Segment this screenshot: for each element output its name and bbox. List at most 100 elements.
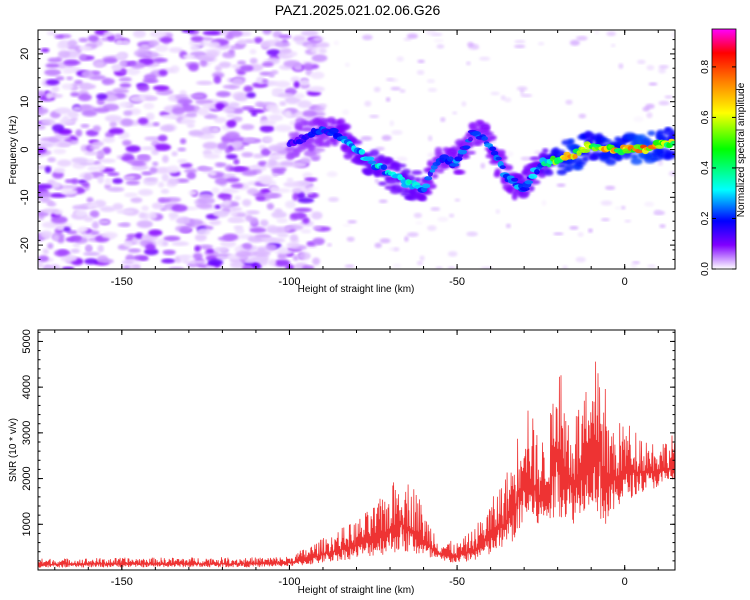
noise-cell — [80, 144, 88, 152]
noise-cell — [297, 100, 312, 109]
noise-cell — [56, 225, 64, 230]
noise-cell — [277, 232, 289, 238]
noise-cell — [243, 85, 254, 93]
ridge-core-cell — [367, 160, 377, 165]
noise-cell — [242, 243, 252, 250]
noise-cell — [53, 167, 66, 174]
x-tick-label: -50 — [449, 576, 465, 588]
noise-cell — [151, 202, 165, 210]
noise-cell — [419, 255, 425, 261]
y-tick-label: 1000 — [21, 512, 33, 536]
noise-cell — [57, 249, 69, 256]
noise-cell — [215, 162, 227, 168]
y-tick-label: 10 — [19, 96, 31, 108]
noise-cell — [562, 265, 568, 269]
noise-cell — [214, 247, 228, 252]
ridge-core-cell — [481, 136, 488, 141]
noise-cell — [311, 156, 320, 161]
noise-cell — [112, 64, 122, 72]
noise-cell — [208, 171, 217, 177]
noise-cell — [143, 73, 157, 82]
noise-cell — [342, 109, 350, 115]
noise-cell — [81, 70, 94, 79]
noise-cell — [658, 65, 669, 69]
y-tick-label: 0 — [19, 146, 31, 152]
noise-cell — [119, 68, 127, 75]
noise-cell — [261, 62, 274, 67]
noise-cell — [141, 205, 149, 212]
noise-cell — [624, 219, 632, 223]
noise-cell — [199, 59, 208, 67]
noise-cell — [262, 79, 269, 84]
noise-cell — [38, 107, 49, 115]
noise-cell — [406, 232, 419, 238]
ridge-halo-cell — [339, 123, 351, 131]
noise-cell — [271, 167, 287, 173]
noise-cell — [234, 195, 241, 201]
noise-cell — [268, 72, 275, 78]
noise-cell — [155, 89, 174, 96]
noise-cell — [45, 63, 60, 68]
noise-cell — [196, 166, 214, 171]
noise-cell — [213, 210, 229, 218]
noise-cell — [57, 159, 72, 167]
noise-cell — [259, 188, 273, 193]
noise-cell — [279, 101, 287, 106]
noise-cell — [225, 131, 241, 140]
noise-cell — [346, 236, 355, 242]
noise-cell — [96, 255, 109, 264]
noise-cell — [260, 148, 271, 157]
ridge-halo-cell — [564, 163, 575, 171]
spectrogram-ridge-layer — [285, 116, 675, 202]
noise-cell — [215, 255, 227, 261]
noise-cell — [406, 33, 419, 39]
noise-cell — [78, 37, 89, 43]
noise-cell — [42, 265, 54, 269]
noise-cell — [185, 111, 198, 118]
noise-cell — [225, 154, 238, 160]
noise-cell — [40, 118, 56, 126]
noise-cell — [283, 181, 302, 188]
snr-x-label: Height of straight line (km) — [298, 585, 415, 596]
ridge-core-cell — [380, 164, 388, 171]
ridge-core-cell — [499, 165, 506, 170]
noise-cell — [71, 157, 89, 164]
noise-cell — [159, 37, 174, 43]
noise-cell — [268, 114, 284, 122]
noise-cell — [454, 198, 461, 202]
noise-cell — [67, 110, 79, 119]
noise-cell — [228, 49, 235, 55]
noise-cell — [144, 136, 162, 141]
noise-cell — [184, 168, 198, 174]
ridge-core-cell — [462, 145, 471, 149]
noise-cell — [102, 137, 115, 143]
noise-cell — [47, 202, 57, 207]
noise-cell — [216, 91, 231, 98]
noise-cell — [124, 192, 138, 198]
noise-cell — [227, 145, 235, 151]
noise-cell — [495, 209, 500, 214]
ridge-core-cell — [534, 169, 540, 175]
ridge-halo-cell — [394, 166, 402, 172]
noise-cell — [260, 40, 271, 49]
noise-cell — [232, 140, 243, 149]
noise-cell — [259, 125, 275, 133]
noise-cell — [176, 216, 190, 225]
noise-cell — [480, 162, 486, 169]
noise-cell — [247, 188, 259, 196]
snr-y-label: SNR (10 * v/v) — [8, 418, 19, 482]
noise-cell — [93, 107, 110, 113]
ridge-halo-cell — [369, 149, 380, 157]
noise-cell — [247, 235, 265, 243]
noise-cell — [278, 246, 288, 254]
noise-cell — [274, 124, 293, 132]
noise-cell — [416, 260, 423, 266]
noise-cell — [104, 115, 122, 122]
noise-cell — [116, 209, 134, 214]
noise-cell — [220, 239, 237, 248]
noise-cell — [229, 166, 246, 172]
ridge-halo-cell — [331, 141, 339, 147]
noise-cell — [122, 265, 130, 269]
noise-cell — [223, 199, 232, 206]
noise-cell — [83, 173, 93, 181]
